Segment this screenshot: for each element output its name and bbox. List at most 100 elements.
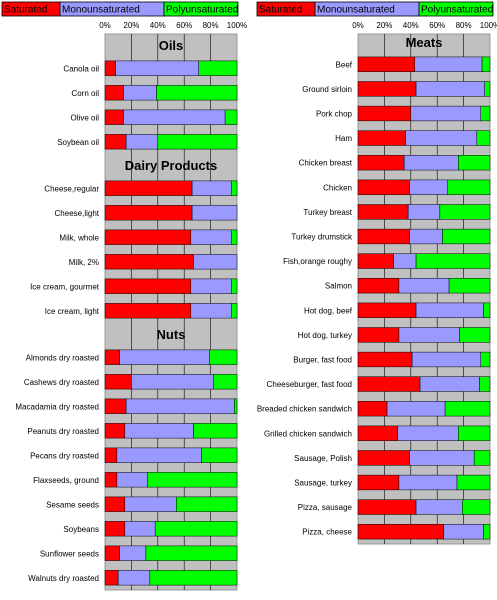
legend-label-polyunsaturated: Polyunsaturated	[421, 5, 493, 16]
bar-segment-saturated	[357, 253, 394, 269]
tick-label-left: 20%	[123, 21, 139, 30]
bar-segment-polyunsaturated	[234, 398, 238, 414]
bar-segment-saturated	[104, 278, 192, 294]
bar-segment-monounsaturated	[119, 545, 147, 561]
category-label: Ground sirloin	[302, 85, 352, 94]
tick-label-left: 100%	[227, 21, 247, 30]
bar-segment-polyunsaturated	[149, 570, 238, 586]
category-label: Pecans dry roasted	[30, 451, 99, 460]
category-label: Sausage, turkey	[294, 479, 352, 488]
bar-segment-monounsaturated	[397, 425, 459, 441]
bar-segment-polyunsaturated	[458, 425, 491, 441]
bar-segment-monounsaturated	[190, 229, 232, 245]
bar-segment-saturated	[357, 499, 417, 515]
category-label: Ham	[335, 134, 352, 143]
bar-segment-monounsaturated	[398, 327, 460, 343]
tick-label-left: 40%	[150, 21, 166, 30]
bar-segment-polyunsaturated	[146, 472, 238, 488]
category-label: Sausage, Polish	[294, 454, 352, 463]
category-label: Breaded chicken sandwich	[257, 405, 352, 414]
bar-segment-monounsaturated	[403, 155, 459, 171]
bar-segment-polyunsaturated	[456, 474, 491, 491]
legend-label-polyunsaturated: Polyunsaturated	[166, 5, 238, 16]
bar-segment-monounsaturated	[191, 205, 238, 221]
bar-segment-polyunsaturated	[176, 496, 238, 512]
tick-label-right: 40%	[403, 21, 419, 30]
category-label: Milk, whole	[59, 233, 99, 242]
bar-segment-monounsaturated	[407, 204, 441, 220]
bar-segment-monounsaturated	[191, 180, 232, 196]
bar-segment-monounsaturated	[190, 278, 232, 294]
category-label: Turkey drumstick	[291, 233, 353, 242]
bar-segment-polyunsaturated	[224, 109, 238, 125]
category-label: Almonds dry roasted	[26, 353, 99, 362]
tick-label-left: 60%	[176, 21, 192, 30]
bar-segment-monounsaturated	[124, 521, 156, 537]
bar-segment-saturated	[357, 204, 409, 220]
bar-segment-saturated	[357, 278, 400, 294]
bar-segment-monounsaturated	[409, 179, 449, 195]
category-label: Ice cream, light	[45, 307, 100, 316]
bar-segment-monounsaturated	[123, 109, 226, 125]
bar-segment-saturated	[104, 109, 124, 125]
category-label: Ice cream, gourmet	[30, 282, 100, 291]
bar-segment-polyunsaturated	[447, 179, 491, 195]
category-label: Salmon	[325, 282, 352, 291]
bar-segment-monounsaturated	[398, 474, 458, 491]
bar-segment-polyunsaturated	[193, 423, 238, 439]
category-label: Corn oil	[71, 89, 99, 98]
section-title-meats: Meats	[406, 35, 443, 50]
bar-segment-polyunsaturated	[145, 545, 238, 561]
bar-segment-polyunsaturated	[231, 229, 238, 245]
bar-segment-saturated	[357, 302, 417, 318]
section-title-oils: Oils	[159, 38, 184, 53]
bar-segment-saturated	[104, 134, 127, 150]
bar-segment-monounsaturated	[415, 81, 485, 97]
tick-label-right: 100%	[480, 21, 497, 30]
bar-segment-monounsaturated	[415, 499, 463, 515]
bar-segment-saturated	[357, 56, 416, 72]
bar-segment-polyunsaturated	[480, 351, 491, 368]
bar-segment-polyunsaturated	[198, 60, 238, 76]
bar-segment-polyunsaturated	[231, 303, 238, 319]
bar-segment-polyunsaturated	[483, 302, 491, 318]
category-label: Pork chop	[316, 110, 353, 119]
bar-segment-saturated	[104, 472, 118, 488]
bar-segment-polyunsaturated	[157, 134, 238, 150]
bar-segment-saturated	[357, 351, 413, 368]
bar-segment-monounsaturated	[193, 254, 238, 270]
bar-segment-monounsaturated	[409, 450, 475, 466]
bar-segment-polyunsaturated	[201, 447, 238, 463]
bar-segment-monounsaturated	[116, 447, 202, 463]
bar-segment-monounsaturated	[398, 278, 450, 294]
bar-segment-saturated	[357, 228, 410, 245]
bar-segment-polyunsaturated	[154, 521, 238, 537]
bar-segment-monounsaturated	[116, 472, 148, 488]
category-label: Peanuts dry roasted	[27, 427, 99, 436]
bar-segment-saturated	[357, 179, 410, 195]
bar-segment-saturated	[104, 229, 192, 245]
bar-segment-polyunsaturated	[484, 81, 491, 97]
legend-label-monounsaturated: Monounsaturated	[317, 5, 395, 16]
category-label: Sunflower seeds	[40, 549, 99, 558]
bar-segment-saturated	[357, 450, 410, 466]
bar-segment-monounsaturated	[414, 56, 483, 72]
legend-label-monounsaturated: Monounsaturated	[62, 5, 140, 16]
bar-segment-monounsaturated	[411, 351, 482, 368]
bar-segment-saturated	[104, 496, 126, 512]
section-title-dairy-products: Dairy Products	[125, 158, 217, 173]
bar-segment-monounsaturated	[419, 376, 480, 392]
bar-segment-polyunsaturated	[473, 450, 491, 466]
bar-segment-polyunsaturated	[481, 56, 491, 72]
bar-segment-saturated	[104, 180, 193, 196]
bar-segment-saturated	[104, 447, 118, 463]
bar-segment-monounsaturated	[131, 374, 214, 390]
bar-segment-polyunsaturated	[483, 524, 491, 540]
bar-segment-monounsaturated	[190, 303, 232, 319]
bar-segment-monounsaturated	[405, 130, 478, 146]
bar-segment-polyunsaturated	[462, 499, 491, 515]
legend-swatch-polyunsaturated	[163, 1, 239, 17]
bar-segment-monounsaturated	[123, 85, 157, 101]
bar-segment-polyunsaturated	[209, 349, 238, 365]
